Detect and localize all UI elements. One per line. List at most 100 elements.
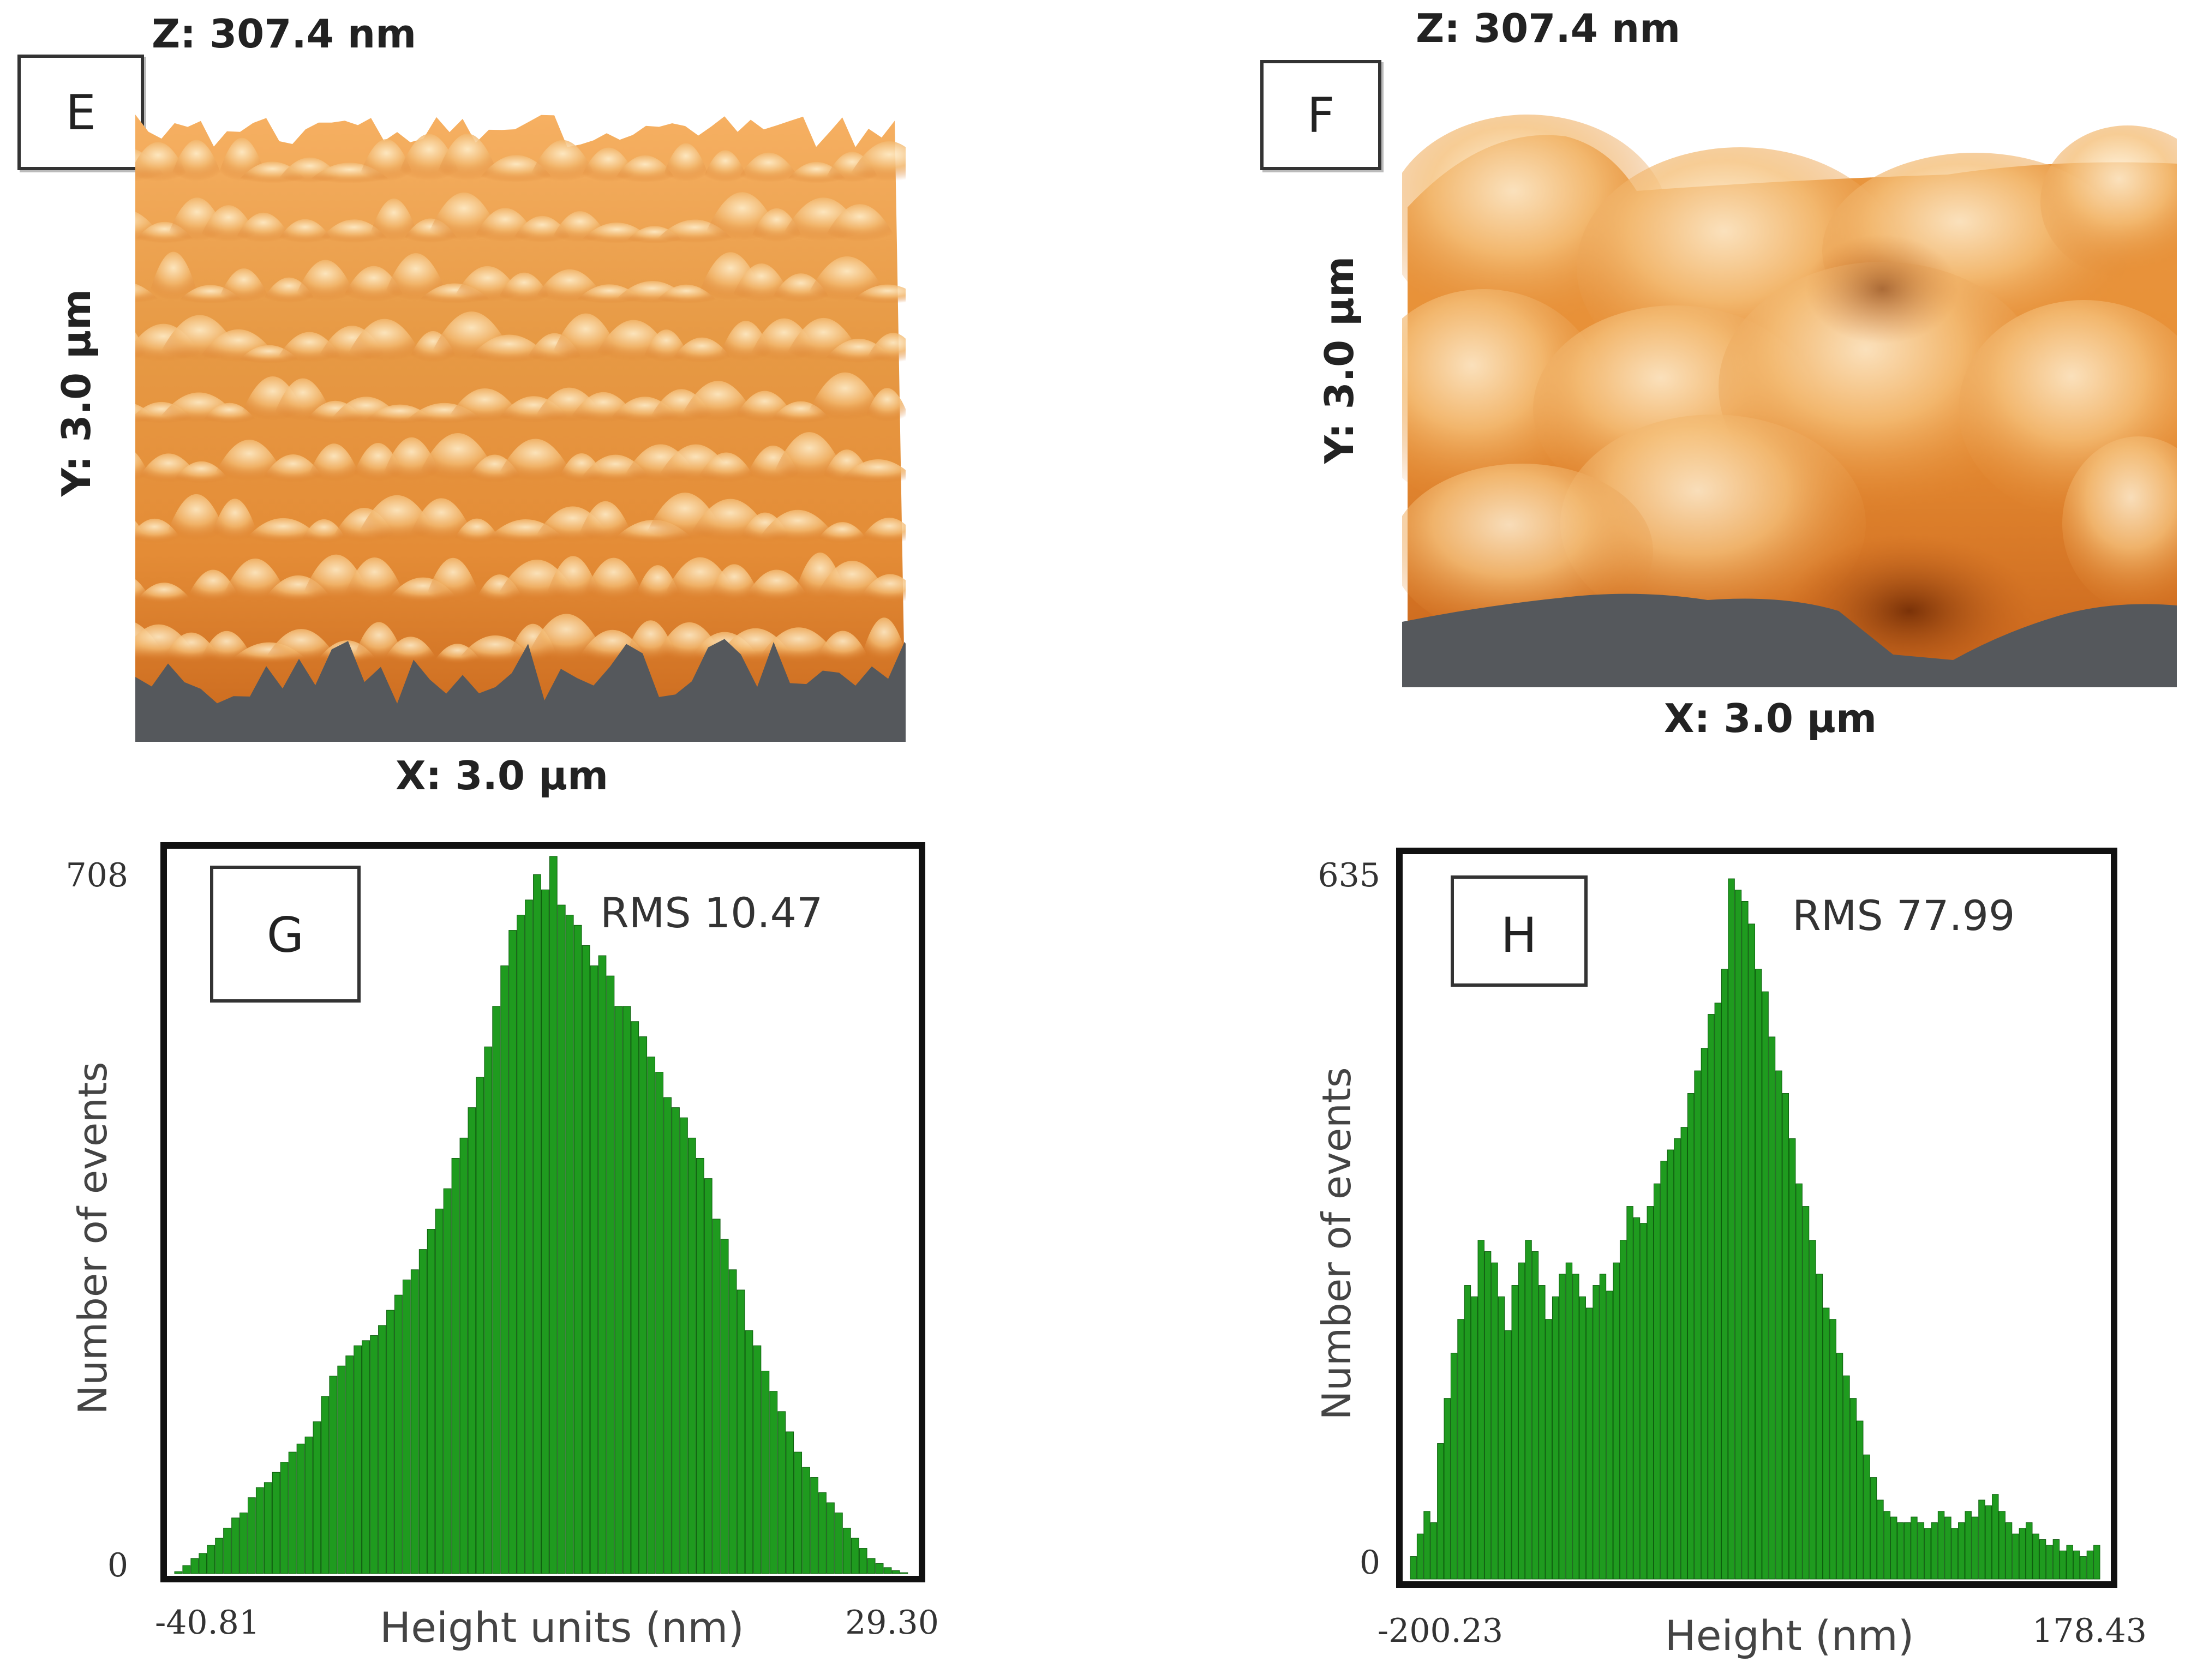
panel-e-afm-surface — [135, 115, 906, 742]
histogram-g-bar — [835, 1513, 843, 1574]
histogram-g-bar — [272, 1472, 280, 1574]
histogram-g-bar — [418, 1249, 427, 1574]
histogram-g-bar — [190, 1558, 199, 1574]
histogram-h-bar — [1795, 1183, 1803, 1580]
histogram-h-bar — [2073, 1550, 2080, 1580]
histogram-h-y-axis-title: Number of events — [1314, 1067, 1360, 1420]
afm-f-base — [1402, 671, 2177, 687]
afm-e-peak — [844, 141, 906, 185]
histogram-h-bar — [1849, 1398, 1857, 1580]
afm-e-peak — [693, 452, 759, 485]
histogram-g-bar — [248, 1497, 256, 1574]
histogram-h-bar — [1877, 1499, 1884, 1580]
histogram-h-bar — [1491, 1262, 1498, 1580]
histogram-h-x-min-label: -200.23 — [1378, 1612, 1503, 1650]
afm-e-peak — [856, 518, 906, 545]
histogram-h-bar — [1565, 1262, 1573, 1580]
histogram-g-bar — [174, 1571, 183, 1574]
histogram-g-frame — [160, 842, 925, 1582]
histogram-h-bar — [2005, 1522, 2013, 1580]
histogram-g-bar — [663, 1097, 672, 1574]
histogram-h-panel-label: H — [1501, 907, 1537, 963]
histogram-h-bar — [1430, 1522, 1438, 1580]
histogram-g-bar — [199, 1553, 207, 1574]
afm-e-peak — [342, 319, 427, 365]
histogram-h-bar — [2052, 1539, 2060, 1580]
histogram-g-bar — [900, 1572, 908, 1574]
histogram-g-bar — [647, 1057, 656, 1574]
histogram-g-bar — [810, 1477, 818, 1574]
afm-e-peak — [340, 557, 409, 605]
histogram-g-bar — [557, 904, 566, 1574]
histogram-h-bar — [1985, 1505, 1992, 1580]
histogram-g-bar — [606, 975, 615, 1574]
histogram-g-bar — [451, 1157, 460, 1574]
histogram-h-bar — [1680, 1127, 1687, 1580]
histogram-g-bar — [680, 1117, 688, 1574]
histogram-g-bar — [696, 1157, 704, 1574]
afm-e-peak — [847, 284, 906, 305]
histogram-g-bar — [745, 1330, 753, 1574]
afm-f-mound — [2062, 436, 2177, 611]
histogram-g-bar — [883, 1567, 892, 1574]
histogram-g-bar — [288, 1451, 297, 1574]
histogram-g-bar — [476, 1077, 484, 1574]
histogram-h-bar — [1660, 1161, 1667, 1580]
histogram-h-bar — [1978, 1499, 1985, 1580]
afm-e-peak — [813, 631, 872, 665]
histogram-g-bar — [891, 1570, 900, 1574]
panel-e-z-label: Z: 307.4 nm — [152, 11, 417, 57]
histogram-h-bar — [1640, 1223, 1647, 1580]
histogram-h-bar — [1416, 1533, 1424, 1580]
afm-e-peak — [821, 204, 900, 245]
histogram-g-bar — [240, 1513, 248, 1574]
histogram-h-bar — [1802, 1206, 1810, 1580]
histogram-g-bar — [704, 1178, 713, 1574]
histogram-g-x-max-label: 29.30 — [845, 1604, 939, 1642]
afm-e-base — [135, 715, 906, 742]
histogram-g-bar — [541, 889, 549, 1574]
histogram-h-bar — [2032, 1533, 2039, 1580]
histogram-g-bar — [525, 899, 533, 1574]
histogram-g-bar — [802, 1467, 810, 1574]
histogram-h-bar — [1647, 1206, 1654, 1580]
histogram-g-bar — [394, 1294, 403, 1574]
histogram-h-bar — [1674, 1138, 1681, 1580]
histogram-g-bar — [688, 1137, 696, 1574]
histogram-h-y-max-label: 635 — [1318, 856, 1380, 895]
histogram-h-bar — [1816, 1274, 1823, 1580]
histogram-h-bar — [1917, 1522, 1925, 1580]
histogram-h-bar — [1552, 1296, 1559, 1580]
afm-e-peak — [855, 574, 906, 605]
histogram-g-bar — [639, 1036, 648, 1574]
histogram-h-bar — [2080, 1556, 2087, 1580]
panel-f-label: F — [1260, 60, 1381, 170]
histogram-g-bar — [443, 1188, 452, 1574]
afm-e-peak — [208, 499, 261, 545]
histogram-h-bar — [1890, 1516, 1897, 1580]
histogram-h-bar — [1450, 1353, 1458, 1580]
histogram-g-bar — [231, 1517, 240, 1574]
histogram-h-bar — [1531, 1251, 1539, 1580]
afm-e-peak — [813, 522, 871, 545]
histogram-h-bar — [1911, 1516, 1918, 1580]
histogram-h-bar — [1965, 1511, 1972, 1580]
histogram-g-bar — [402, 1279, 411, 1574]
histogram-h-bar — [1775, 1070, 1782, 1580]
histogram-g-bar — [459, 1137, 468, 1574]
histogram-g-bar — [386, 1310, 394, 1574]
histogram-h-bar — [1559, 1274, 1566, 1580]
histogram-g-bar — [753, 1345, 762, 1574]
afm-e-peak — [215, 268, 272, 305]
histogram-g-bar — [786, 1431, 794, 1574]
histogram-h-bar — [2019, 1528, 2026, 1580]
histogram-g-bar — [582, 945, 590, 1574]
panel-e-x-label: X: 3.0 µm — [396, 753, 608, 799]
histogram-h-bar — [1809, 1240, 1816, 1580]
afm-e-peak — [734, 152, 803, 185]
histogram-g-bar — [517, 915, 525, 1574]
histogram-g-bar — [549, 856, 558, 1574]
histogram-h-bar — [1721, 969, 1728, 1580]
histogram-h-bar — [2012, 1533, 2019, 1580]
histogram-g-y-max-label: 708 — [65, 856, 128, 895]
